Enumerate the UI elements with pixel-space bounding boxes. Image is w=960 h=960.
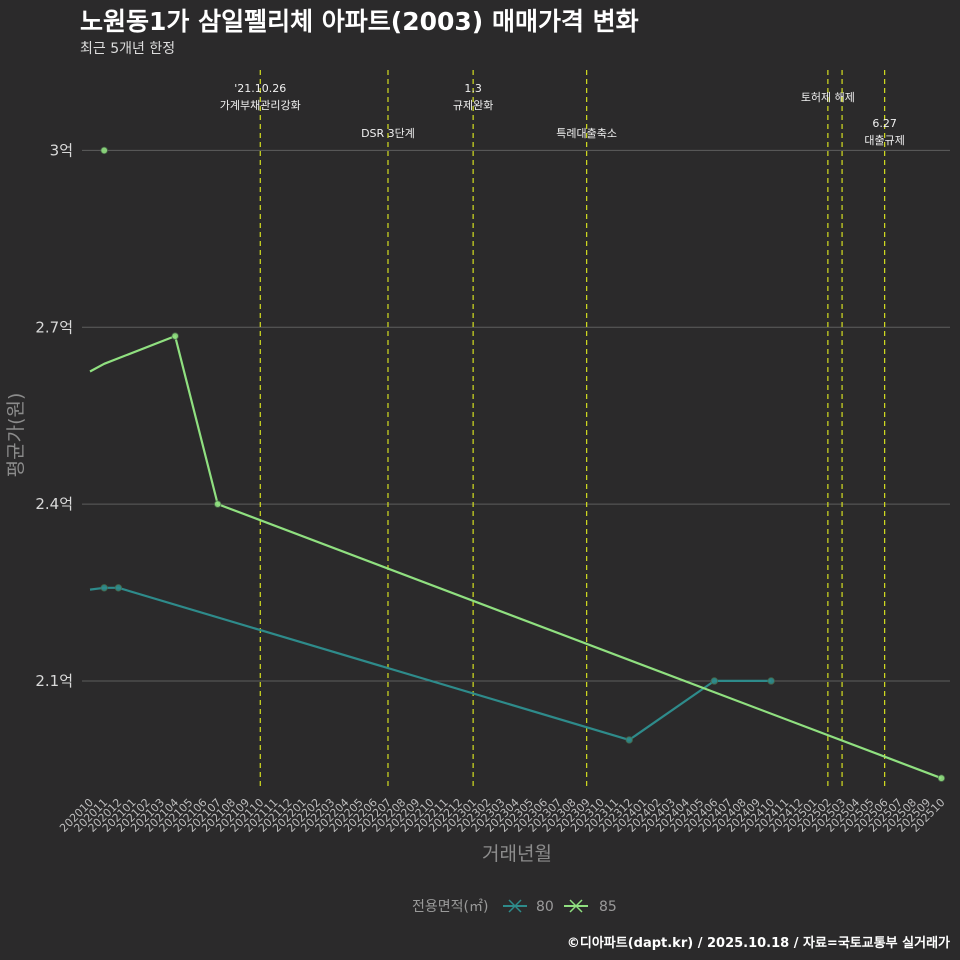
legend: 전용면적(㎡) 80 85 xyxy=(412,899,617,915)
x-axis-title: 거래년월 xyxy=(482,843,552,865)
legend-item-85[interactable]: 85 xyxy=(564,899,617,915)
data-point-85-3 xyxy=(937,774,946,782)
legend-item-80[interactable]: 80 xyxy=(503,899,554,915)
data-point-85-2 xyxy=(214,500,222,508)
data-point-80-3 xyxy=(710,677,719,685)
data-point-80-2 xyxy=(625,736,633,744)
series-lines xyxy=(89,146,946,782)
legend-label-80: 80 xyxy=(536,899,554,915)
data-point-80-0 xyxy=(100,584,108,592)
y-tick-label: 2.1억 xyxy=(35,672,73,690)
y-tick-label: 2.7억 xyxy=(35,318,73,336)
event-label: 특례대출축소 xyxy=(556,127,617,140)
series-line-80 xyxy=(89,586,772,742)
event-label: 규제완화 xyxy=(453,99,493,112)
data-point-85-0 xyxy=(100,146,108,155)
event-label: '21.10.26 xyxy=(234,82,286,95)
event-label: 6.27 xyxy=(872,117,897,130)
series-line-85 xyxy=(89,335,942,780)
event-label: 가계부채관리강화 xyxy=(220,99,301,112)
event-label: 1.3 xyxy=(464,82,482,95)
chart-title: 노원동1가 삼일펠리체 아파트(2003) 매매가격 변화 xyxy=(80,7,639,36)
y-tick-label: 3억 xyxy=(50,141,73,159)
chart-subtitle: 최근 5개년 한정 xyxy=(80,41,175,57)
chart-caption: ©디아파트(dapt.kr) / 2025.10.18 / 자료=국토교통부 실… xyxy=(567,935,950,951)
y-axis-ticks: 2.1억 2.4억 2.7억 3억 xyxy=(35,141,73,690)
legend-label-85: 85 xyxy=(599,899,617,915)
data-point-80-4 xyxy=(767,677,775,685)
data-point-80-1 xyxy=(114,584,123,592)
event-label: DSR 3단계 xyxy=(361,127,415,140)
y-tick-label: 2.4억 xyxy=(35,495,73,513)
x-axis-ticks: 2020102020112020122021012021022021032021… xyxy=(57,796,947,835)
legend-title: 전용면적(㎡) xyxy=(412,899,488,915)
data-point-85-1 xyxy=(171,332,179,340)
grid-lines xyxy=(82,149,950,682)
event-label: 대출규제 xyxy=(864,134,904,147)
event-label: 토허제 해제 xyxy=(801,90,855,104)
y-axis-title: 평균가(원) xyxy=(5,393,27,478)
